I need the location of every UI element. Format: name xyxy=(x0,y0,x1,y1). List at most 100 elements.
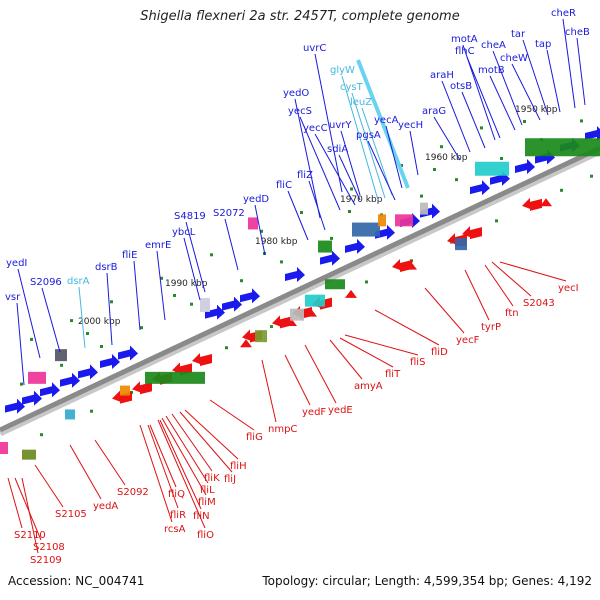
track-dot xyxy=(480,126,483,130)
gene-leader-line xyxy=(329,339,363,380)
track-dot xyxy=(580,119,583,123)
reverse-gene-marker xyxy=(240,339,252,348)
forward-gene-arrow xyxy=(5,398,25,414)
gene-leader-line xyxy=(409,130,419,176)
forward-gene-arrow xyxy=(78,364,98,380)
gene-label-fliZ: fliZ xyxy=(297,170,313,181)
gene-leader-line xyxy=(261,359,277,423)
feature-block xyxy=(395,214,413,227)
gene-label-fliC: fliC xyxy=(276,180,292,191)
gene-leader-line xyxy=(184,409,239,460)
gene-label-rcsA: rcsA xyxy=(164,524,186,535)
track-dot xyxy=(420,194,423,198)
gene-label-yedF: yedF xyxy=(302,407,326,418)
gene-label-dsrA: dsrA xyxy=(67,276,90,287)
gene-label-cheR: cheR xyxy=(551,8,576,19)
gene-leader-line xyxy=(254,204,266,256)
track-dot xyxy=(40,433,43,437)
track-dot xyxy=(330,236,333,240)
forward-gene-arrow xyxy=(60,372,80,388)
kbp-tick-dot xyxy=(433,168,436,171)
gene-leader-line xyxy=(183,237,201,301)
forward-gene-arrow xyxy=(22,390,42,406)
gene-leader-line xyxy=(314,53,343,193)
gene-leader-line xyxy=(576,37,586,106)
track-dot xyxy=(160,276,163,280)
track-dot xyxy=(100,345,103,348)
kbp-tick-dot xyxy=(173,294,176,297)
track-dot xyxy=(590,174,593,178)
feature-block xyxy=(120,385,130,396)
gene-label-araG: araG xyxy=(422,106,446,117)
gene-label-pgsA: pgsA xyxy=(356,130,381,141)
gene-label-emrE: emrE xyxy=(145,240,171,251)
feature-block xyxy=(475,161,509,176)
gene-leader-line xyxy=(159,419,202,510)
trna-highlight xyxy=(356,59,410,189)
gene-leader-line xyxy=(441,80,471,153)
gene-label-fliO: fliO xyxy=(197,530,214,541)
gene-label-araH: araH xyxy=(430,70,454,81)
gene-label-cheA: cheA xyxy=(481,40,506,51)
kbp-tick-label: 2000 kbp xyxy=(78,317,121,327)
gene-leader-line xyxy=(133,260,141,331)
track-dot xyxy=(350,187,353,191)
gene-leader-line xyxy=(385,125,403,189)
gene-leader-line xyxy=(340,130,361,196)
track-dot xyxy=(280,260,283,264)
feature-block xyxy=(305,294,325,307)
feature-block xyxy=(290,308,304,321)
reverse-gene-marker xyxy=(405,261,417,270)
topology-text: Topology: circular; Length: 4,599,354 bp… xyxy=(262,574,592,588)
gene-label-S2105: S2105 xyxy=(55,509,87,520)
kbp-tick-label: 1980 kbp xyxy=(255,237,298,247)
gene-leader-line xyxy=(165,415,209,484)
gene-leader-line xyxy=(209,399,255,431)
gene-label-yecC: yecC xyxy=(303,123,328,134)
gene-label-yecA: yecA xyxy=(374,115,399,126)
track-dot xyxy=(225,346,228,350)
track-dot xyxy=(30,337,33,341)
gene-label-yedO: yedO xyxy=(283,88,309,99)
gene-leader-line xyxy=(344,334,419,356)
gene-label-sdiA: sdiA xyxy=(327,144,348,155)
feature-block xyxy=(255,330,267,343)
gene-label-tyrP: tyrP xyxy=(481,322,501,333)
gene-label-fliL: fliL xyxy=(200,485,215,496)
gene-label-otsB: otsB xyxy=(450,81,472,92)
backbone-shadow xyxy=(0,147,600,437)
gene-label-tap: tap xyxy=(535,39,551,50)
track-dot xyxy=(495,219,498,223)
feature-block xyxy=(455,238,467,251)
feature-block xyxy=(325,279,345,290)
track-dot xyxy=(140,326,143,330)
gene-leader-line xyxy=(149,424,177,488)
track-dot xyxy=(300,211,303,214)
gene-leader-line xyxy=(338,154,361,201)
gene-label-S2108: S2108 xyxy=(33,542,65,553)
gene-label-amyA: amyA xyxy=(354,381,383,392)
gene-leader-line xyxy=(351,92,386,199)
feature-block xyxy=(420,202,428,215)
gene-leader-line xyxy=(69,444,102,500)
gene-leader-line xyxy=(339,337,394,368)
kbp-tick-dot xyxy=(523,120,526,123)
gene-label-S2072: S2072 xyxy=(213,208,245,219)
gene-leader-line xyxy=(464,269,490,321)
gene-label-S4819: S4819 xyxy=(174,211,206,222)
gene-label-fliM: fliM xyxy=(198,497,216,508)
gene-label-S2110: S2110 xyxy=(14,530,46,541)
gene-label-yedA: yedA xyxy=(93,501,118,512)
reverse-gene-marker xyxy=(345,289,357,298)
kbp-tick-label: 1950 kbp xyxy=(515,105,558,115)
kbp-tick-dot xyxy=(348,210,351,213)
gene-leader-line xyxy=(424,287,465,334)
gene-label-S2096: S2096 xyxy=(30,277,62,288)
forward-gene-arrow xyxy=(420,203,440,219)
gene-label-tar: tar xyxy=(511,29,526,40)
track-dot xyxy=(500,157,503,160)
gene-leader-line xyxy=(171,413,213,472)
gene-leader-line xyxy=(304,344,337,404)
gene-label-ybcL: ybcL xyxy=(172,227,196,238)
gene-leader-line xyxy=(522,39,549,116)
